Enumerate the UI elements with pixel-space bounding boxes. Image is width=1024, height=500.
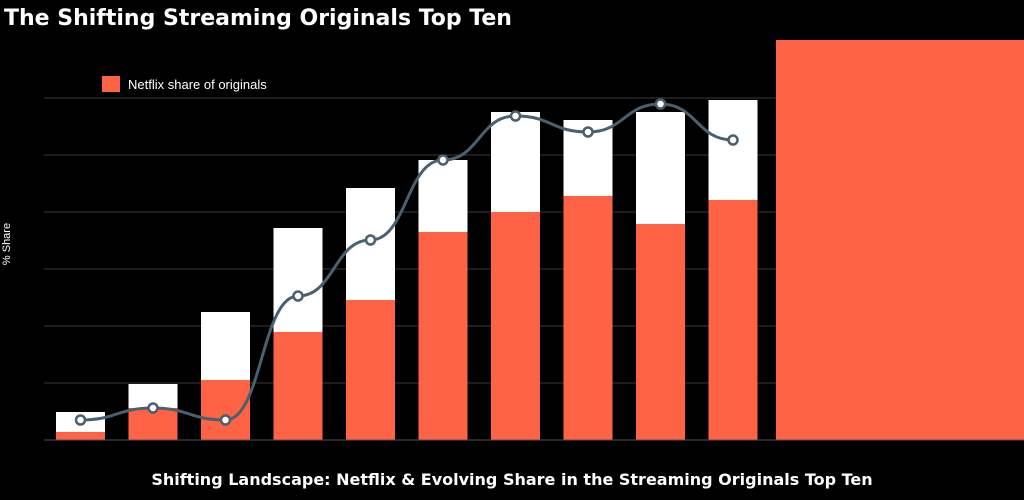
trend-point — [582, 126, 594, 138]
trend-point — [437, 154, 449, 166]
trend-point — [147, 402, 159, 414]
trend-point — [219, 414, 232, 426]
bar-share — [491, 212, 540, 440]
bar-remainder — [491, 112, 540, 212]
bar-remainder — [418, 160, 468, 232]
bar-share — [273, 332, 323, 440]
trend-point — [364, 234, 377, 246]
chart-title: The Shifting Streaming Originals Top Ten — [4, 6, 512, 31]
trend-point — [74, 414, 87, 426]
legend-swatch — [102, 76, 120, 92]
legend-label: Netflix share of originals — [128, 76, 267, 92]
legend: Netflix share of originals — [102, 76, 267, 92]
trend-point — [292, 290, 304, 302]
bar-share — [563, 196, 613, 440]
bar-remainder — [636, 112, 685, 224]
trend-point — [509, 110, 522, 122]
trend-point — [654, 98, 667, 110]
bar-remainder — [201, 312, 250, 380]
trend-line — [80, 102, 734, 422]
bar-remainder — [273, 228, 323, 332]
bar-share — [636, 224, 685, 440]
bar-share — [708, 200, 758, 440]
chart-subtitle: Shifting Landscape: Netflix & Evolving S… — [151, 470, 873, 489]
bar-share — [56, 432, 105, 440]
bar-share — [418, 232, 468, 440]
bar-share — [346, 300, 395, 440]
bar-extra — [776, 40, 1024, 440]
bar-remainder — [708, 100, 758, 200]
trend-point — [727, 134, 739, 146]
